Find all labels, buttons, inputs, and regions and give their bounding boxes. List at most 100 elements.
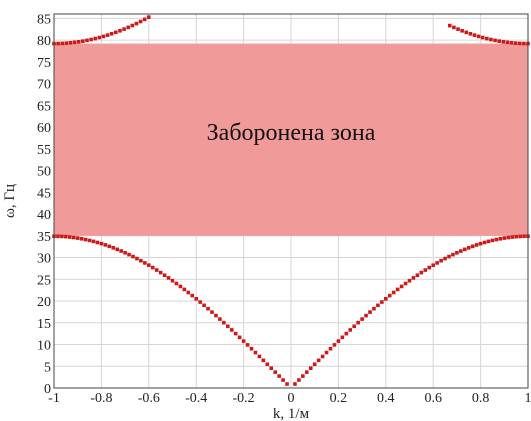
data-point (493, 38, 497, 43)
data-point (99, 241, 104, 246)
data-points (52, 15, 530, 386)
data-point (411, 276, 416, 280)
data-point (76, 39, 81, 44)
y-tick-label: 35 (37, 230, 51, 245)
data-point (328, 346, 333, 351)
data-point (64, 234, 68, 239)
data-point (101, 34, 106, 39)
data-point (344, 331, 349, 336)
data-point (476, 34, 481, 39)
data-point (265, 362, 270, 367)
data-point (249, 346, 254, 351)
data-point (257, 354, 262, 359)
data-point (131, 254, 135, 259)
data-point (81, 39, 85, 43)
data-point (261, 358, 266, 363)
data-point (368, 310, 372, 314)
data-point (489, 37, 493, 42)
plot-frame (53, 13, 529, 389)
y-tick-label: 60 (37, 121, 51, 136)
data-point (64, 41, 69, 45)
data-point (407, 278, 412, 283)
data-point (308, 366, 313, 370)
data-point (237, 335, 242, 340)
data-point (135, 256, 139, 261)
data-point (360, 317, 364, 321)
data-point (447, 254, 451, 259)
y-tick-label: 85 (37, 12, 51, 27)
data-point (103, 243, 108, 247)
data-point (91, 239, 96, 244)
data-point (305, 370, 309, 374)
data-point (142, 17, 147, 22)
data-point (277, 374, 281, 378)
data-point (419, 270, 424, 275)
y-tick-label: 70 (37, 78, 51, 93)
data-point (285, 382, 289, 386)
data-point (431, 263, 435, 268)
y-tick-label: 30 (37, 252, 51, 267)
data-point (348, 328, 353, 332)
y-tick-label: 25 (37, 273, 51, 288)
data-point (83, 237, 88, 242)
x-tick-label: -0.8 (90, 391, 112, 406)
data-point (229, 328, 234, 332)
data-point (505, 40, 510, 45)
data-point (522, 41, 526, 46)
data-point (79, 236, 84, 241)
data-point (138, 19, 143, 24)
data-point (478, 241, 483, 246)
data-point (439, 258, 443, 263)
band-annotation: Заборонена зона (207, 120, 376, 146)
data-point (324, 350, 329, 355)
data-point (60, 41, 65, 46)
data-point (233, 331, 238, 336)
data-point (356, 320, 360, 325)
x-tick-label: 0.2 (330, 391, 348, 406)
data-point (166, 276, 171, 280)
data-point (105, 33, 110, 37)
data-point (494, 237, 499, 242)
x-tick-label: 1 (525, 391, 531, 406)
data-point (68, 40, 73, 45)
data-point (95, 240, 100, 245)
data-point (443, 256, 447, 261)
x-tick-label: -1 (48, 391, 60, 406)
data-point (60, 234, 64, 239)
data-point (75, 236, 80, 240)
y-tick-label: 0 (44, 382, 51, 397)
x-tick-label: 0.6 (424, 391, 442, 406)
y-tick-label: 75 (37, 56, 51, 71)
data-point (399, 284, 404, 289)
data-point (460, 29, 464, 33)
data-point (427, 265, 432, 270)
data-point (72, 40, 77, 45)
data-point (269, 366, 274, 370)
data-point (93, 36, 98, 41)
data-point (415, 273, 420, 278)
data-point (162, 273, 167, 278)
data-point (297, 378, 301, 382)
x-tick-label: -0.6 (138, 391, 160, 406)
data-point (463, 247, 467, 252)
data-point (502, 236, 507, 240)
data-point (387, 293, 392, 298)
y-tick-label: 40 (37, 208, 51, 223)
data-point (170, 278, 175, 283)
data-point (364, 313, 368, 318)
data-point (174, 281, 179, 286)
data-point (466, 245, 471, 250)
data-point (109, 31, 114, 36)
data-point (178, 284, 183, 289)
data-point (456, 27, 460, 31)
data-point (218, 317, 222, 321)
data-point (480, 35, 485, 40)
y-tick-label: 50 (37, 165, 51, 180)
data-point (486, 239, 491, 244)
data-point (139, 258, 143, 263)
data-point (474, 243, 479, 247)
tick-labels: -1 -0.8 -0.6 -0.4 -0.2 0 0.2 0.4 0.6 0.8 105101520… (37, 12, 531, 406)
data-point (190, 293, 195, 298)
data-point (514, 234, 518, 239)
